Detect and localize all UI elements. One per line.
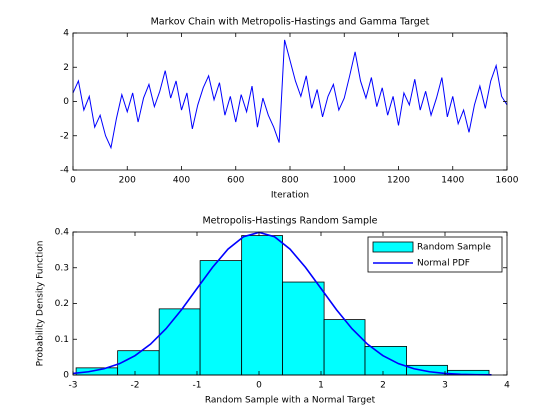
legend-label: Random Sample	[417, 243, 491, 253]
histogram-bar	[364, 345, 407, 376]
chart-title: Metropolis-Hastings Random Sample	[202, 216, 377, 227]
histogram-bar	[75, 367, 119, 376]
x-tick-label: 1000	[333, 176, 356, 186]
histogram-bar	[199, 260, 243, 376]
x-tick-label: 400	[173, 176, 190, 186]
axes: Metropolis-Hastings Random Sample Random …	[36, 216, 511, 406]
x-tick-label: 0	[256, 381, 262, 391]
histogram-bar	[158, 308, 201, 376]
x-tick-label: 1600	[496, 176, 519, 186]
y-tick-label: 0.4	[55, 228, 70, 238]
histogram-bar	[117, 350, 160, 376]
legend: Random Sample Normal PDF	[367, 236, 503, 273]
y-tick-label: 2	[63, 63, 69, 73]
x-tick-label: -1	[193, 381, 202, 391]
y-tick-label: 0	[63, 97, 69, 107]
trace-line	[72, 39, 508, 150]
histogram-bar	[282, 281, 325, 376]
histogram-bar	[241, 235, 283, 376]
x-tick-label: 1200	[387, 176, 410, 186]
x-tick-label: 600	[227, 176, 244, 186]
y-axis-label: Probability Density Function	[36, 241, 46, 367]
x-tick-label: 200	[119, 176, 136, 186]
y-tick-label: -2	[60, 131, 69, 141]
y-tick-label: 0.2	[55, 299, 69, 309]
x-tick-label: -2	[131, 381, 140, 391]
x-tick-label: -3	[69, 381, 78, 391]
y-tick-label: 0.3	[55, 263, 69, 273]
x-tick-label: 1400	[441, 176, 464, 186]
y-tick-label: -4	[60, 166, 69, 176]
x-tick-label: 3	[442, 381, 448, 391]
x-tick-label: 2	[380, 381, 386, 391]
legend-label: Normal PDF	[417, 259, 470, 269]
plot-area	[73, 33, 507, 170]
axes: Markov Chain with Metropolis-Hastings an…	[60, 17, 519, 201]
y-tick-label: 0	[63, 371, 69, 381]
x-tick-label: 4	[504, 381, 510, 391]
x-axis-label: Iteration	[271, 191, 309, 201]
y-tick-label: 0.1	[55, 335, 69, 345]
pdf-line	[72, 231, 492, 376]
histogram-bar	[323, 319, 366, 376]
x-tick-label: 1	[318, 381, 324, 391]
legend-swatch	[372, 241, 414, 253]
x-axis-label: Random Sample with a Normal Target	[205, 396, 376, 406]
chart-title: Markov Chain with Metropolis-Hastings an…	[151, 17, 430, 28]
x-tick-label: 0	[70, 176, 76, 186]
y-tick-label: 4	[63, 29, 69, 39]
x-tick-label: 800	[281, 176, 298, 186]
